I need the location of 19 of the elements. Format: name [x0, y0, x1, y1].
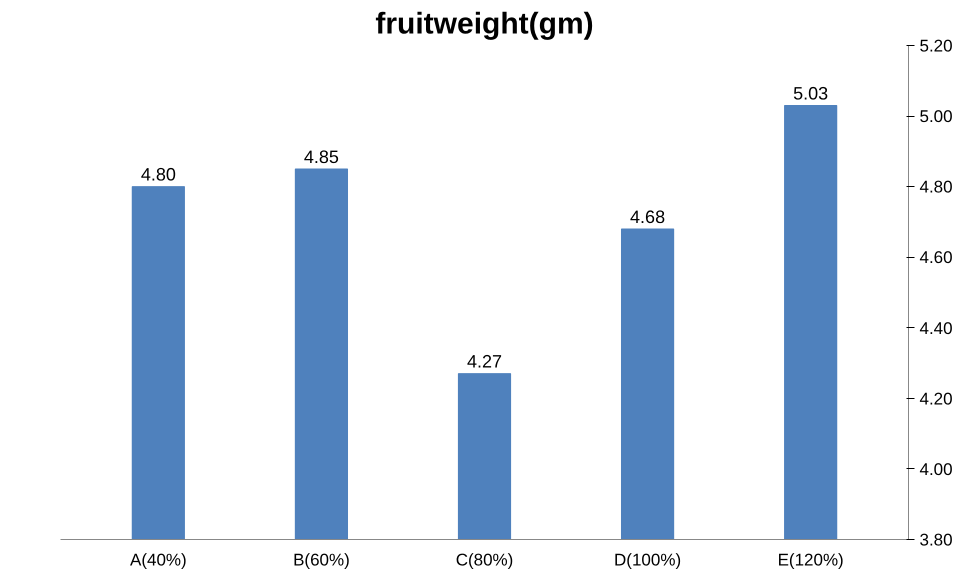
- y-tick-label: 5.20: [920, 36, 953, 56]
- x-tick-label: E(120%): [778, 550, 844, 570]
- data-label: 5.03: [793, 83, 828, 104]
- y-tick-label: 4.00: [920, 460, 953, 479]
- x-tick-label: C(80%): [456, 550, 514, 570]
- y-tick-label: 4.60: [920, 248, 953, 268]
- y-tick-label: 4.40: [920, 318, 953, 338]
- chart-title: fruitweight(gm): [375, 8, 594, 40]
- x-tick-label: D(100%): [614, 550, 682, 570]
- data-label: 4.68: [630, 206, 666, 227]
- y-tick-label: 4.80: [920, 178, 953, 197]
- x-tick-label: A(40%): [130, 550, 187, 570]
- data-label: 4.27: [466, 352, 502, 372]
- y-tick-label: 3.80: [920, 530, 953, 550]
- y-tick-label: 4.20: [920, 389, 953, 408]
- x-tick-label: B(60%): [293, 550, 350, 570]
- data-label: 4.85: [304, 147, 339, 167]
- data-label: 4.80: [140, 164, 176, 185]
- y-tick-label: 5.00: [920, 107, 953, 126]
